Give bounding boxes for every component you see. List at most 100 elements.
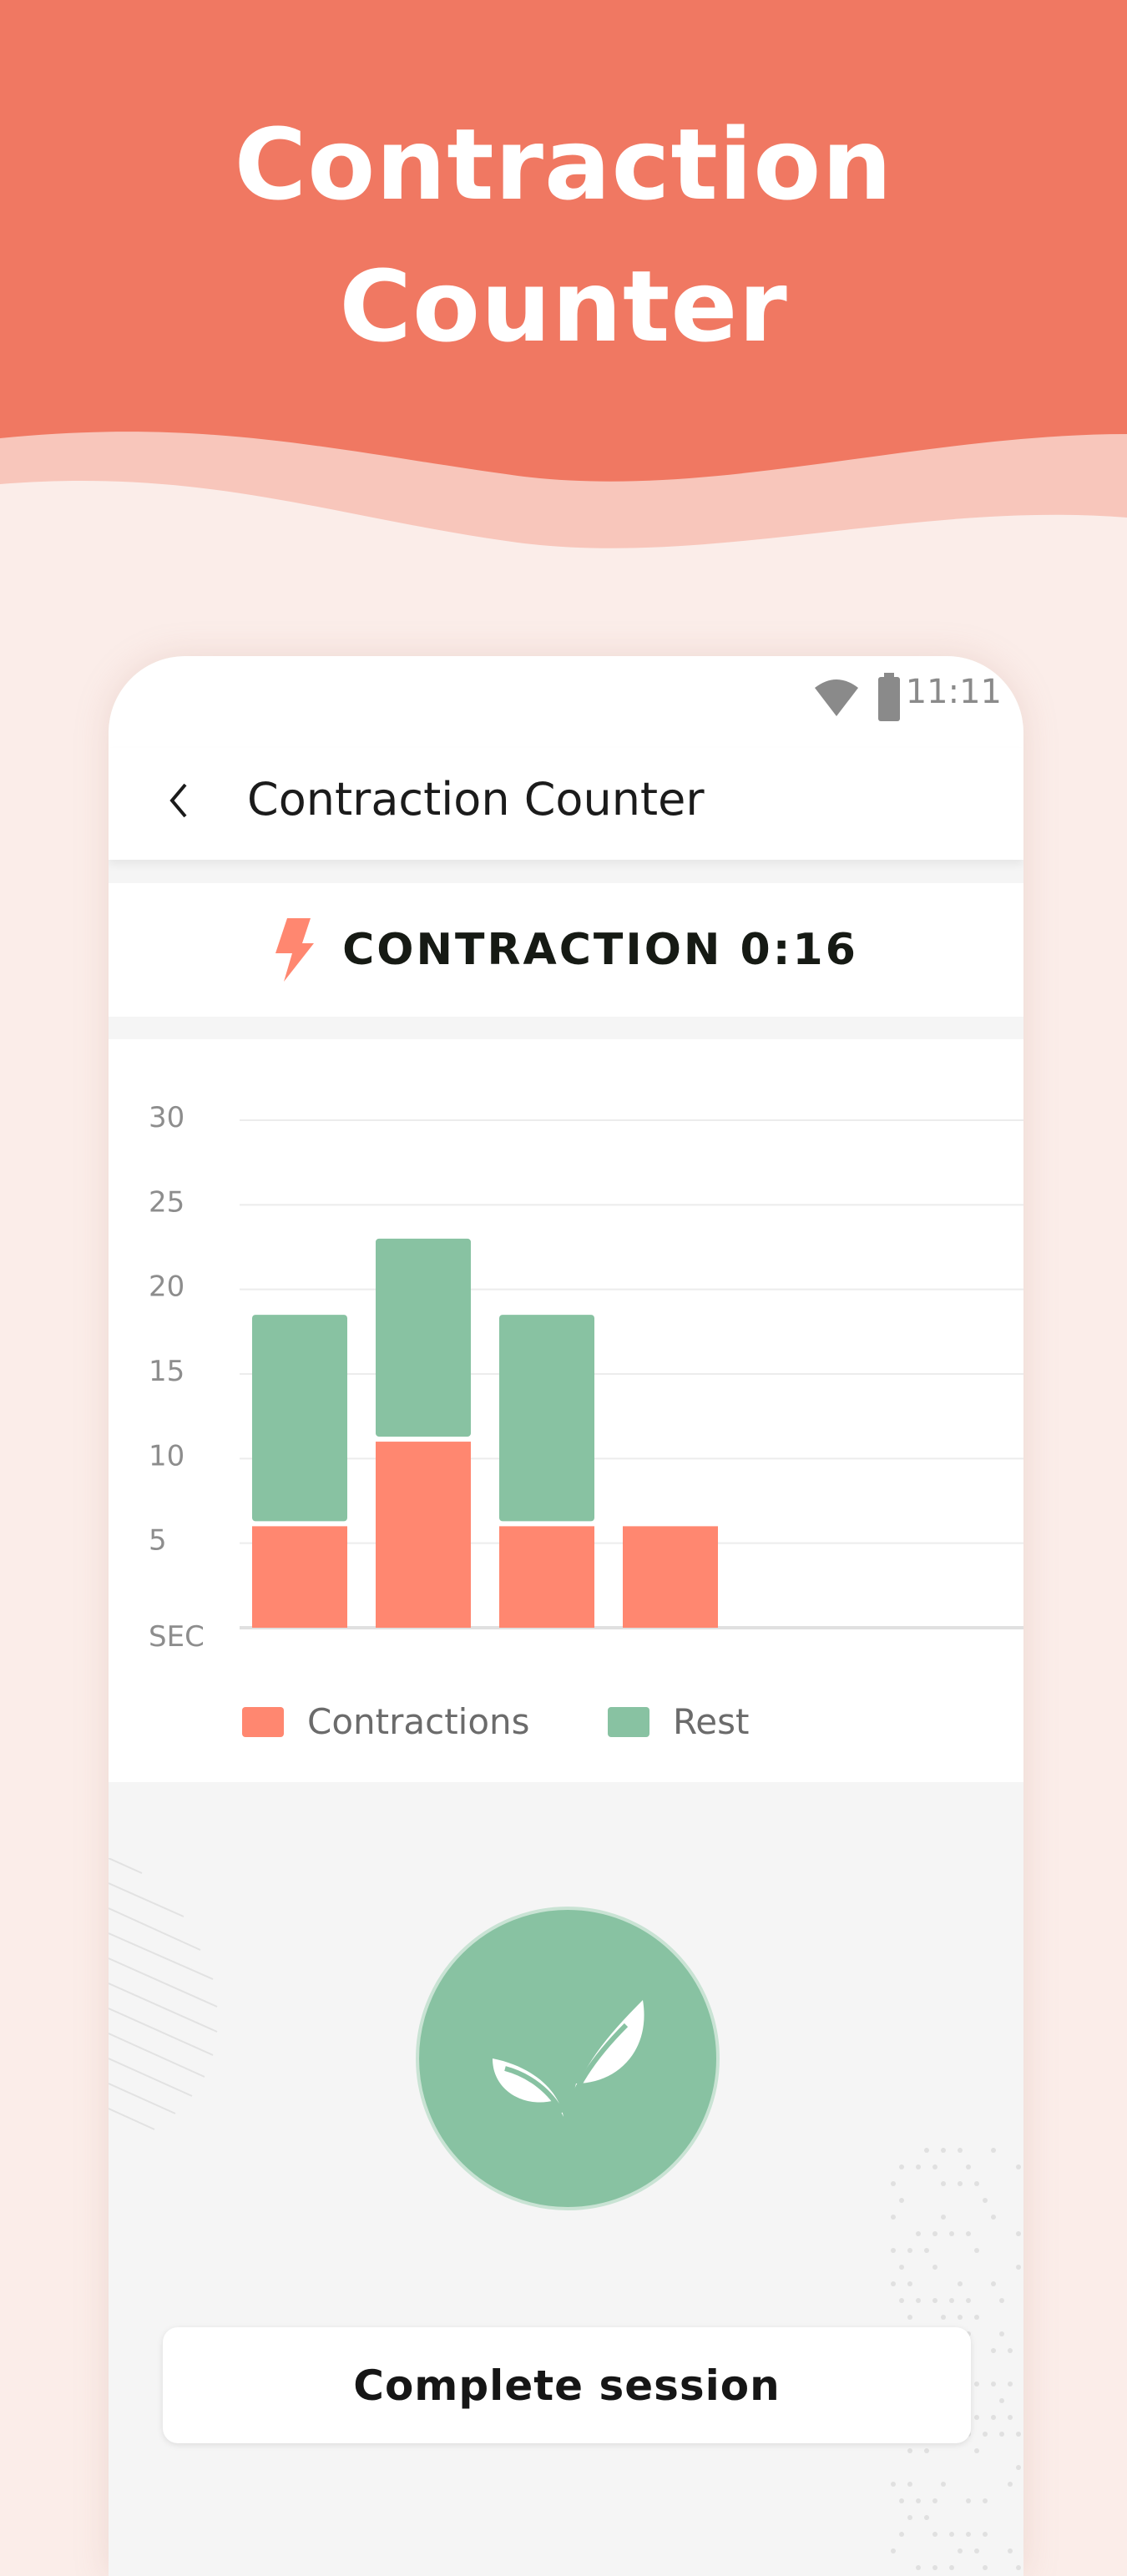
- decorative-dot: [974, 2415, 979, 2420]
- decorative-dot: [991, 2348, 996, 2353]
- lightning-bolt-icon: [274, 918, 317, 982]
- legend-label-rest: Rest: [673, 1701, 750, 1742]
- y-tick-label: 5: [149, 1524, 167, 1558]
- decorative-dot: [924, 2515, 929, 2520]
- decorative-dot: [907, 2248, 912, 2253]
- hero-title: Contraction Counter: [0, 93, 1127, 377]
- decorative-dot: [991, 2382, 996, 2387]
- wifi-icon: [815, 678, 858, 718]
- decorative-dot: [907, 2482, 912, 2487]
- decorative-dot: [974, 2315, 979, 2320]
- decorative-dot: [949, 2565, 954, 2570]
- decorative-dot: [999, 2398, 1004, 2403]
- decorative-dot: [1016, 2164, 1021, 2169]
- decorative-dot: [1016, 2565, 1021, 2570]
- app-bar-title: Contraction Counter: [247, 773, 705, 826]
- decorative-hatch-lines: [109, 1858, 225, 2192]
- y-tick-label: 20: [149, 1270, 184, 1304]
- y-tick-label: 30: [149, 1101, 184, 1134]
- chevron-left-icon[interactable]: [159, 780, 200, 821]
- decorative-dot: [949, 2231, 954, 2236]
- decorative-dot: [999, 2331, 1004, 2336]
- decorative-dot: [1016, 2432, 1021, 2437]
- complete-session-button[interactable]: Complete session: [163, 2327, 971, 2443]
- decorative-dot: [983, 2432, 988, 2437]
- decorative-dot: [983, 2198, 988, 2203]
- decorative-dot: [916, 2498, 921, 2503]
- decorative-dot: [991, 2148, 996, 2153]
- contraction-timer: CONTRACTION 0:16: [342, 925, 858, 975]
- decorative-dot: [1008, 2348, 1013, 2353]
- decorative-dot: [941, 2482, 946, 2487]
- decorative-dot: [991, 2215, 996, 2220]
- decorative-dot: [958, 2548, 963, 2553]
- bar-contractions: [252, 1526, 347, 1628]
- decorative-dot: [958, 2315, 963, 2320]
- bar-contractions: [499, 1526, 594, 1628]
- decorative-dot: [974, 2248, 979, 2253]
- decorative-dot: [1008, 2482, 1013, 2487]
- legend-swatch-contractions: [242, 1707, 284, 1737]
- decorative-dot: [907, 2448, 912, 2453]
- decorative-dot: [974, 2448, 979, 2453]
- decorative-dot: [974, 2548, 979, 2553]
- phone-frame: 11:11 Contraction Counter CONTRACTION 0:…: [109, 656, 1023, 2576]
- decorative-dot: [899, 2298, 904, 2303]
- decorative-dot: [1008, 2548, 1013, 2553]
- decorative-dot: [983, 2565, 988, 2570]
- decorative-dot: [891, 2548, 896, 2553]
- decorative-dot: [916, 2164, 921, 2169]
- decorative-dot: [974, 2181, 979, 2186]
- decorative-dot: [916, 2231, 921, 2236]
- y-tick-label: 10: [149, 1439, 184, 1472]
- decorative-dot: [958, 2181, 963, 2186]
- legend-label-contractions: Contractions: [307, 1701, 530, 1742]
- decorative-dot: [966, 2164, 971, 2169]
- decorative-dot: [907, 2281, 912, 2286]
- bar-rest: [499, 1315, 594, 1521]
- chart-card: SEC 5 10 15 20 25 30: [109, 1039, 1023, 1782]
- legend-contractions: Contractions: [242, 1701, 530, 1742]
- decorative-dot: [907, 2315, 912, 2320]
- decorative-dot: [958, 2148, 963, 2153]
- decorative-dot: [899, 2532, 904, 2537]
- bar-contractions: [623, 1526, 718, 1628]
- decorative-dot: [924, 2448, 929, 2453]
- decorative-dot: [932, 2231, 937, 2236]
- decorative-dot: [983, 2498, 988, 2503]
- status-bar: 11:11: [109, 656, 1023, 748]
- decorative-dot: [932, 2498, 937, 2503]
- decorative-dot: [949, 2532, 954, 2537]
- bar-rest: [252, 1315, 347, 1521]
- contraction-timer-row: CONTRACTION 0:16: [109, 883, 1023, 1017]
- decorative-dot: [941, 2181, 946, 2186]
- battery-icon: [878, 673, 900, 721]
- decorative-dot: [974, 2382, 979, 2387]
- decorative-dot: [958, 2281, 963, 2286]
- decorative-dot: [966, 2498, 971, 2503]
- decorative-dot: [1016, 2465, 1021, 2470]
- decorative-dot: [999, 2432, 1004, 2437]
- y-tick-label: SEC: [149, 1620, 205, 1654]
- decorative-dot: [949, 2298, 954, 2303]
- decorative-dot: [891, 2215, 896, 2220]
- decorative-dot: [941, 2148, 946, 2153]
- decorative-dot: [941, 2215, 946, 2220]
- bar-contractions: [376, 1442, 471, 1628]
- hero-title-line-2: Counter: [0, 235, 1127, 377]
- decorative-dot: [932, 2298, 937, 2303]
- decorative-dot: [916, 2298, 921, 2303]
- decorative-dot: [966, 2231, 971, 2236]
- decorative-dot: [916, 2565, 921, 2570]
- y-tick-label: 15: [149, 1355, 184, 1388]
- status-time: 11:11: [906, 673, 1002, 711]
- decorative-dot: [983, 2532, 988, 2537]
- legend-swatch-rest: [608, 1707, 649, 1737]
- decorative-dot: [966, 2532, 971, 2537]
- decorative-dot: [1008, 2415, 1013, 2420]
- decorative-dot: [932, 2532, 937, 2537]
- decorative-dot: [899, 2498, 904, 2503]
- decorative-dot: [899, 2198, 904, 2203]
- decorative-dot: [907, 2515, 912, 2520]
- hero-title-line-1: Contraction: [0, 93, 1127, 235]
